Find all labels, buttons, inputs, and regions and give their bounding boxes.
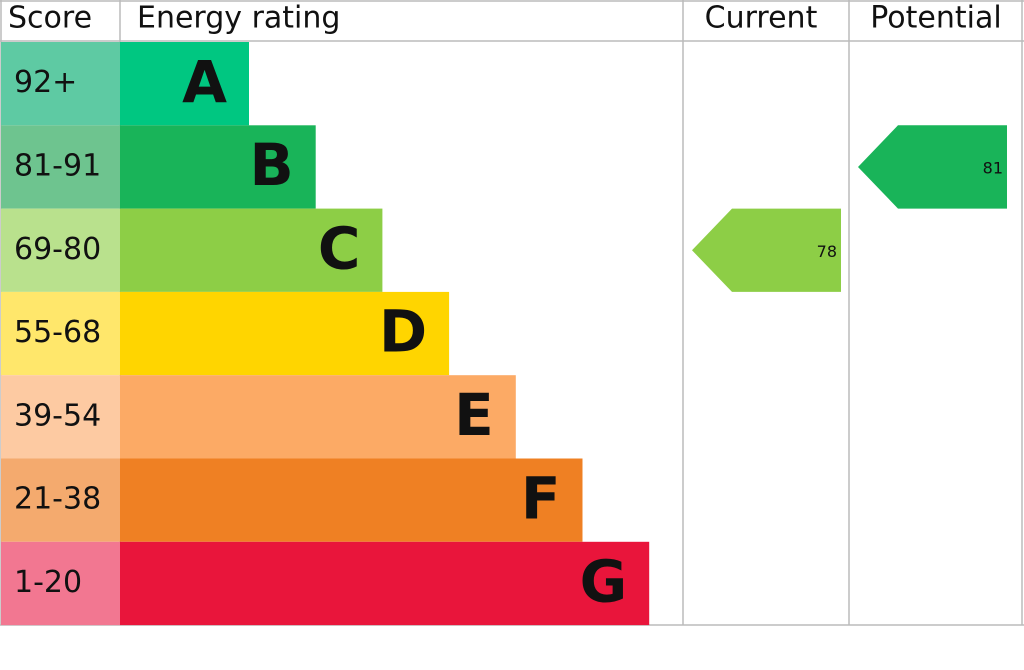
header-potential: Potential <box>870 1 1001 36</box>
rating-bar <box>120 208 383 292</box>
score-cell <box>1 208 120 292</box>
potential-arrow <box>858 125 1007 209</box>
score-label: 55-68 <box>14 315 101 350</box>
rating-bar <box>120 125 316 209</box>
score-cell <box>1 375 120 459</box>
rating-bar <box>120 541 650 626</box>
rating-bar <box>120 291 450 376</box>
header-score: Score <box>8 1 92 36</box>
rating-letter: F <box>521 464 561 532</box>
score-label: 39-54 <box>14 398 101 433</box>
score-cell <box>1 42 120 126</box>
score-cell <box>1 541 120 626</box>
rating-bar <box>120 375 516 459</box>
rating-letter: B <box>249 131 293 199</box>
current-value: 78 <box>817 242 837 261</box>
rating-bar <box>120 458 583 542</box>
rating-letter: G <box>580 548 628 616</box>
rating-bar <box>120 42 249 126</box>
rating-letter: D <box>379 298 427 366</box>
header-rating: Energy rating <box>137 1 340 36</box>
score-cell <box>1 458 120 542</box>
rating-letter: A <box>182 48 227 116</box>
score-cell <box>1 125 120 209</box>
score-label: 21-38 <box>14 482 101 517</box>
header-current: Current <box>705 1 818 36</box>
score-label: 92+ <box>14 65 77 100</box>
score-cell <box>1 291 120 376</box>
score-label: 81-91 <box>14 148 101 183</box>
current-arrow <box>692 208 841 292</box>
rating-letter: C <box>318 214 361 282</box>
score-label: 69-80 <box>14 232 101 267</box>
potential-value: 81 <box>983 158 1003 177</box>
score-label: 1-20 <box>14 565 82 600</box>
rating-letter: E <box>454 381 494 449</box>
